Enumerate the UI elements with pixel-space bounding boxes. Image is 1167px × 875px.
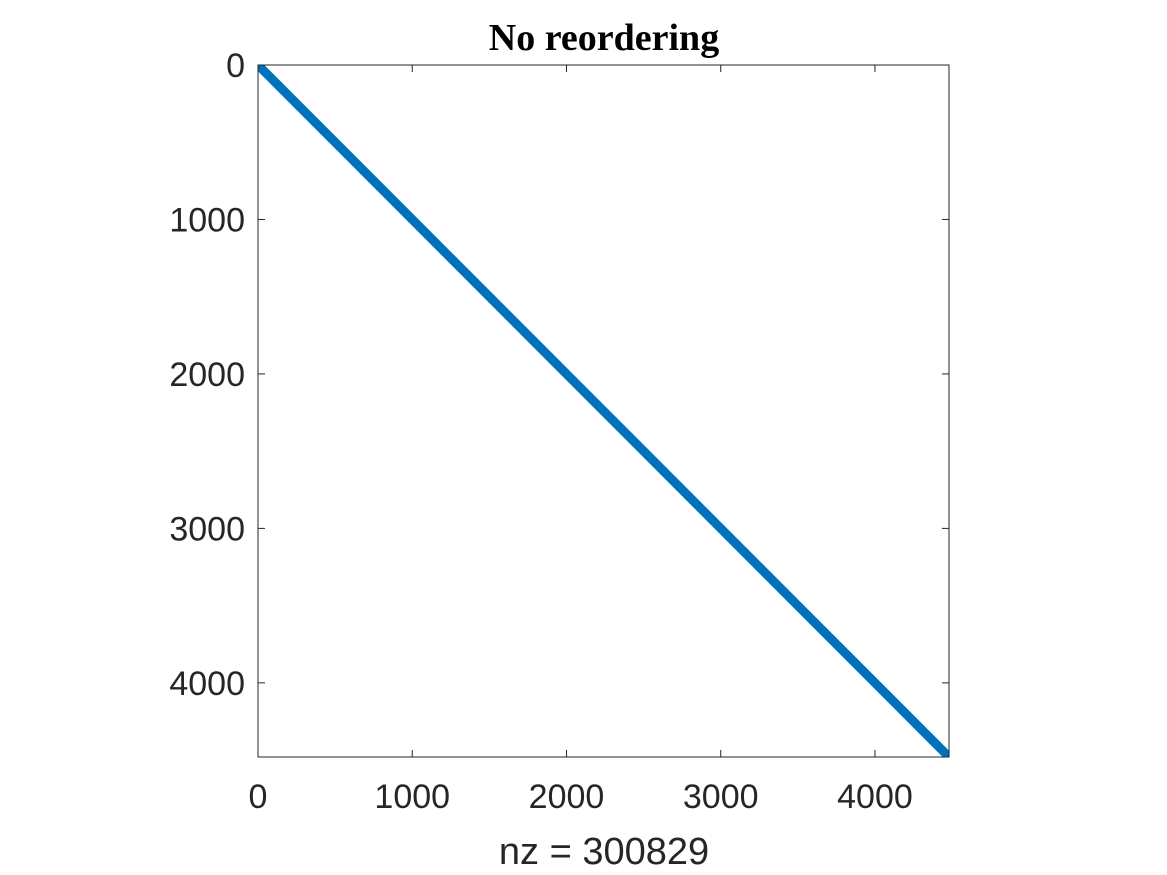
y-tick-label: 0 bbox=[226, 47, 245, 85]
y-tick-label: 4000 bbox=[169, 665, 245, 703]
y-tick-label: 3000 bbox=[169, 510, 245, 548]
y-axis: 0 1000 2000 3000 4000 bbox=[169, 47, 949, 703]
x-tick-label: 3000 bbox=[683, 778, 759, 816]
y-tick-label: 2000 bbox=[169, 356, 245, 394]
x-axis: 0 1000 2000 3000 4000 bbox=[249, 65, 913, 816]
x-tick-label: 1000 bbox=[374, 778, 450, 816]
x-tick-label: 2000 bbox=[529, 778, 605, 816]
x-axis-label: nz = 300829 bbox=[499, 831, 709, 873]
diagonal-band bbox=[258, 65, 949, 757]
x-tick-label: 4000 bbox=[837, 778, 913, 816]
axes-box bbox=[257, 64, 950, 758]
chart-title: No reordering bbox=[489, 17, 719, 59]
plot-area bbox=[257, 64, 950, 758]
x-tick-label: 0 bbox=[249, 778, 268, 816]
y-tick-label: 1000 bbox=[169, 201, 245, 239]
